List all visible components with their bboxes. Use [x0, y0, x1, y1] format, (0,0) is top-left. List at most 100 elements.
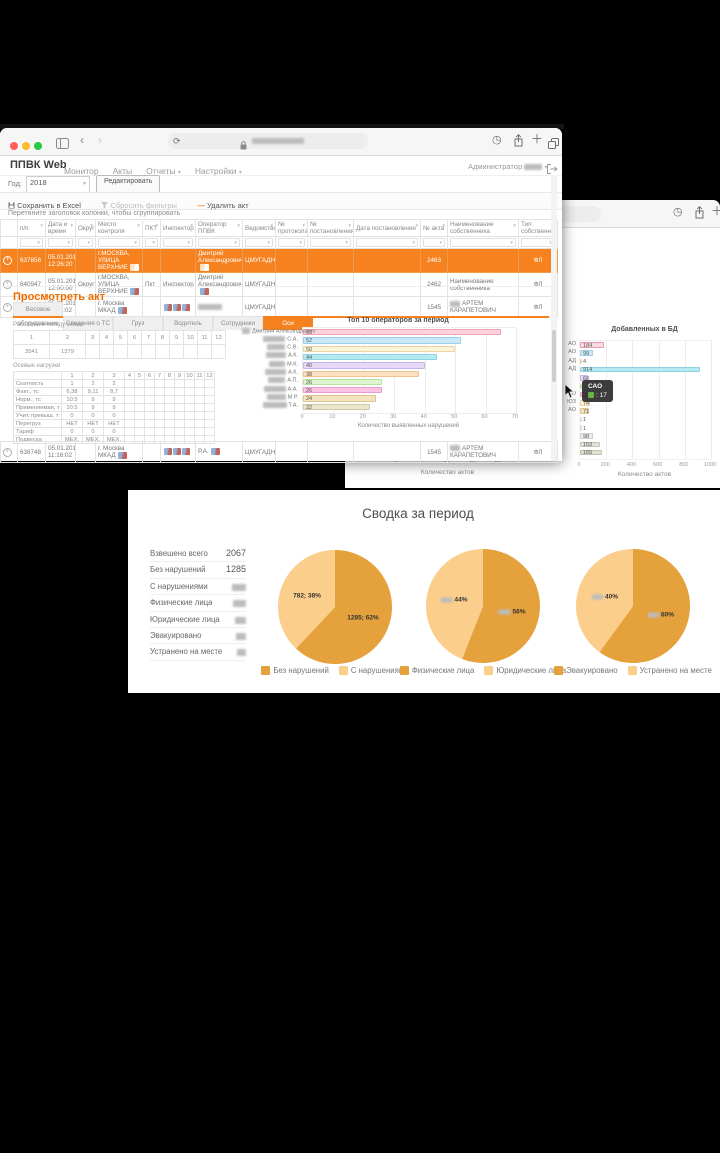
history-icon[interactable]: ◷ [673, 206, 683, 218]
column-header-9[interactable]: № протокола ▼ [275, 219, 308, 237]
column-header-3[interactable]: Округ ▼ [75, 219, 96, 237]
filter-input[interactable]: ▼ [310, 238, 351, 247]
filter-funnel-icon[interactable]: ▼ [301, 223, 306, 228]
filter-funnel-icon[interactable]: ▼ [414, 223, 419, 228]
column-header-8[interactable]: Ведомство ▼ [242, 219, 276, 237]
sidebar-toggle-icon[interactable] [56, 136, 69, 154]
new-tab-icon[interactable]: ＋ [711, 204, 720, 218]
tab-сотрудники[interactable]: Сотрудники [213, 316, 263, 330]
column-header-14[interactable]: Тип собственника▼ [518, 219, 558, 237]
filter-funnel-icon[interactable]: ▼ [236, 223, 241, 228]
filter-funnel-icon[interactable]: ▼ [66, 240, 71, 245]
filter-funnel-icon[interactable]: ▼ [266, 240, 271, 245]
axle-distance-value [85, 344, 100, 359]
filter-funnel-icon[interactable]: ▼ [189, 223, 194, 228]
filter-funnel-icon[interactable]: ▼ [441, 223, 446, 228]
tab-весовое-оборудование[interactable]: Весовое оборудование [13, 302, 63, 327]
column-header-7[interactable]: Оператор ППВК ▼ [195, 219, 243, 237]
table-row[interactable]: +640947 05.01.2018 12:00:00Округг.МОСКВА,… [0, 272, 558, 298]
logout-icon[interactable] [547, 161, 558, 179]
address-bar[interactable]: ⟳ [168, 133, 368, 150]
back-icon[interactable]: ‹ [80, 133, 84, 147]
minimize-window-icon[interactable] [22, 142, 30, 150]
forward-icon[interactable]: › [98, 133, 102, 147]
column-header-0[interactable] [0, 219, 18, 237]
filter-input[interactable]: ▼ [198, 238, 240, 247]
filter-funnel-icon[interactable]: ▼ [89, 223, 94, 228]
column-header-12[interactable]: № акта ▼ [420, 219, 448, 237]
reload-icon[interactable]: ⟳ [173, 136, 181, 146]
filter-funnel-icon[interactable]: ▼ [269, 223, 274, 228]
table-row[interactable]: +638748 05.01.2018 11:16:02 г. Москва МКАД… [0, 441, 558, 463]
save-excel-button[interactable]: Сохранить в Excel [8, 201, 81, 210]
tab-оси[interactable]: Оси [263, 316, 313, 330]
column-header-13[interactable]: Наименование собственника ▼ [447, 219, 519, 237]
share-icon[interactable] [694, 205, 705, 224]
filter-funnel-icon[interactable]: ▼ [344, 240, 349, 245]
close-window-icon[interactable] [10, 142, 18, 150]
table-cell: АРТЕМ КАРАПЕТОВИЧ [447, 441, 519, 463]
filter-funnel-icon[interactable]: ▼ [36, 240, 41, 245]
menu-item-отчеты[interactable]: Отчеты ▾ [146, 166, 181, 176]
menu-item-монитор[interactable]: Монитор [64, 166, 99, 176]
filter-funnel-icon[interactable]: ▼ [298, 240, 303, 245]
filter-input[interactable]: ▼ [356, 238, 418, 247]
filter-funnel-icon[interactable]: ▼ [69, 223, 74, 228]
column-header-5[interactable]: ПКТ ▼ [142, 219, 161, 237]
filter-funnel-icon[interactable]: ▼ [133, 240, 138, 245]
filter-funnel-icon[interactable]: ▼ [509, 240, 514, 245]
filter-input[interactable]: ▼ [245, 238, 273, 247]
tabs-overview-icon[interactable] [548, 136, 559, 154]
tab-водитель[interactable]: Водитель [163, 316, 213, 330]
new-tab-icon[interactable]: ＋ [531, 132, 544, 146]
filter-input[interactable]: ▼ [20, 238, 43, 247]
filter-funnel-icon[interactable]: ▼ [411, 240, 416, 245]
filter-input[interactable]: ▼ [278, 238, 305, 247]
tab-сведения-о-тс[interactable]: Сведения о ТС [63, 316, 113, 330]
scrollbar-thumb[interactable] [552, 330, 556, 382]
user-menu[interactable]: Администратор ▾ [468, 162, 548, 171]
expand-row-icon[interactable]: + [3, 447, 12, 457]
filter-funnel-icon[interactable]: ▼ [233, 240, 238, 245]
filter-input[interactable]: ▼ [163, 238, 193, 247]
filter-funnel-icon[interactable]: ▼ [549, 240, 553, 245]
column-header-11[interactable]: Дата постановления ▼ [353, 219, 421, 237]
delete-act-button[interactable]: — Удалить акт [197, 201, 249, 210]
year-select[interactable]: 2018 ▾ [26, 176, 90, 193]
filter-input[interactable]: ▼ [98, 238, 140, 247]
reset-filters-button[interactable]: Сбросить фильтры [101, 201, 177, 210]
traffic-lights[interactable] [10, 137, 46, 155]
stat-value-blurred [235, 616, 246, 624]
column-header-10[interactable]: № постановления ▼ [307, 219, 354, 237]
expand-row-icon[interactable]: + [3, 302, 12, 312]
expand-row-icon[interactable]: + [3, 280, 12, 290]
menu-item-акты[interactable]: Акты [112, 166, 133, 176]
share-icon[interactable] [513, 133, 524, 152]
filter-funnel-icon[interactable]: ▼ [154, 223, 159, 228]
filter-funnel-icon[interactable]: ▼ [186, 240, 191, 245]
filter-funnel-icon[interactable]: ▼ [39, 223, 44, 228]
column-header-1[interactable]: п/п ▼ [17, 219, 46, 237]
filter-input[interactable]: ▼ [521, 238, 555, 247]
history-icon[interactable]: ◷ [492, 134, 502, 146]
menu-item-настройки[interactable]: Настройки ▾ [194, 166, 242, 176]
filter-funnel-icon[interactable]: ▼ [136, 223, 141, 228]
vertical-scrollbar[interactable] [551, 175, 557, 461]
column-header-2[interactable]: Дата и время ▼ [45, 219, 76, 237]
filter-funnel-icon[interactable]: ▼ [438, 240, 443, 245]
filter-funnel-icon[interactable]: ▼ [86, 240, 91, 245]
filter-funnel-icon[interactable]: ▼ [512, 223, 517, 228]
filter-input[interactable]: ▼ [145, 238, 158, 247]
table-row[interactable]: +637856 05.01.2018 12:26:20 г.МОСКВА, УЛИЦ… [0, 247, 558, 274]
filter-input[interactable]: ▼ [78, 238, 93, 247]
filter-input[interactable]: ▼ [423, 238, 445, 247]
filter-funnel-icon[interactable]: ▼ [151, 240, 156, 245]
zoom-window-icon[interactable] [34, 142, 42, 150]
tab-груз[interactable]: Груз [113, 316, 163, 330]
filter-input[interactable]: ▼ [450, 238, 516, 247]
column-header-4[interactable]: Место контроля ▼ [95, 219, 143, 237]
filter-input[interactable]: ▼ [48, 238, 73, 247]
column-header-6[interactable]: Инспектор ▼ [160, 219, 196, 237]
filter-funnel-icon[interactable]: ▼ [347, 223, 352, 228]
expand-row-icon[interactable]: + [3, 256, 12, 266]
